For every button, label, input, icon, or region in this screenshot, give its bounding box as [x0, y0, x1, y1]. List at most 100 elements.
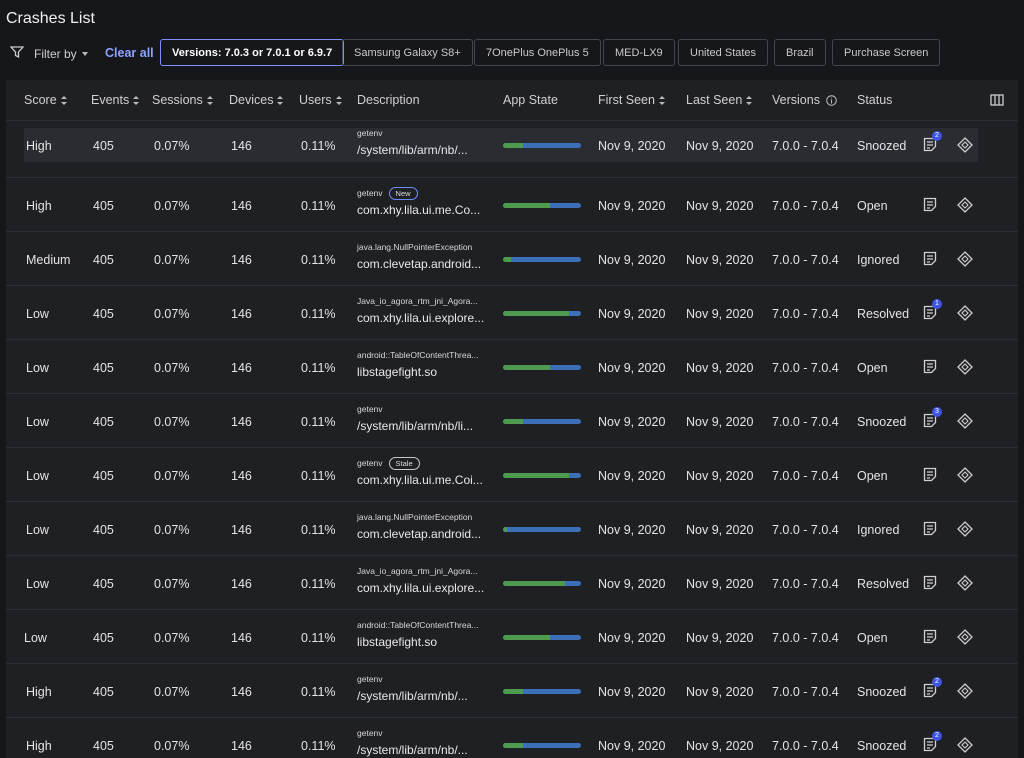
- cell-first-seen: Nov 9, 2020: [598, 631, 666, 645]
- cell-score: High: [26, 685, 52, 699]
- sort-icon[interactable]: [335, 96, 342, 106]
- cell-devices: 146: [231, 739, 252, 753]
- cell-devices: 146: [231, 577, 252, 591]
- notes-icon[interactable]: [923, 359, 939, 375]
- description-path: libstagefight.so: [357, 635, 438, 649]
- jira-icon[interactable]: [957, 413, 973, 429]
- column-label: Status: [857, 93, 893, 107]
- filter-chip[interactable]: MED-LX9: [603, 39, 675, 66]
- cell-first-seen: Nov 9, 2020: [598, 739, 666, 753]
- cell-sessions: 0.07%: [154, 739, 190, 753]
- sort-icon[interactable]: [277, 96, 284, 106]
- jira-icon[interactable]: [957, 197, 973, 213]
- notes-icon[interactable]: [923, 629, 939, 645]
- column-header[interactable]: First Seen: [598, 93, 665, 107]
- cell-sessions: 0.07%: [154, 415, 190, 429]
- description-function: Java_io_agora_rtm_jni_Agora...: [357, 566, 478, 576]
- column-header[interactable]: Score: [24, 93, 67, 107]
- app-state-track: [503, 257, 581, 262]
- column-label: Devices: [229, 93, 274, 107]
- filter-icon[interactable]: [10, 45, 24, 59]
- row-separator: [6, 285, 1018, 286]
- clear-all[interactable]: Clear all: [105, 46, 154, 60]
- jira-icon[interactable]: [957, 737, 973, 753]
- description-function: getenv: [357, 404, 383, 414]
- cell-last-seen: Nov 9, 2020: [686, 307, 754, 321]
- filter-chip[interactable]: Versions: 7.0.3 or 7.0.1 or 6.9.7: [160, 39, 345, 66]
- description-top: android::TableOfContentThrea...: [357, 350, 478, 360]
- sort-icon[interactable]: [133, 96, 140, 106]
- notes-icon[interactable]: [923, 575, 939, 591]
- jira-icon[interactable]: [957, 359, 973, 375]
- column-header[interactable]: Last Seen: [686, 93, 753, 107]
- column-picker[interactable]: [990, 94, 1004, 106]
- column-header[interactable]: Sessions: [152, 93, 213, 107]
- row-separator: [6, 339, 1018, 340]
- cell-devices: 146: [231, 139, 252, 153]
- cell-versions: 7.0.0 - 7.0.4: [772, 631, 839, 645]
- sort-icon[interactable]: [746, 96, 753, 106]
- cell-first-seen: Nov 9, 2020: [598, 685, 666, 699]
- app-state-green: [503, 143, 523, 148]
- filter-chip[interactable]: Brazil: [774, 39, 826, 66]
- column-header[interactable]: Events: [91, 93, 140, 107]
- cell-last-seen: Nov 9, 2020: [686, 685, 754, 699]
- cell-users: 0.11%: [301, 739, 336, 753]
- cell-versions: 7.0.0 - 7.0.4: [772, 415, 839, 429]
- notes-badge: 1: [932, 299, 942, 309]
- filter-chip[interactable]: 7OnePlus OnePlus 5: [474, 39, 601, 66]
- cell-first-seen: Nov 9, 2020: [598, 415, 666, 429]
- cell-users: 0.11%: [301, 199, 336, 213]
- column-header: Description: [357, 93, 420, 107]
- cell-events: 405: [93, 199, 114, 213]
- filter-caret[interactable]: [82, 52, 88, 56]
- jira-icon[interactable]: [957, 467, 973, 483]
- jira-icon[interactable]: [957, 575, 973, 591]
- cell-first-seen: Nov 9, 2020: [598, 577, 666, 591]
- jira-icon[interactable]: [957, 251, 973, 267]
- cell-users: 0.11%: [301, 253, 336, 267]
- cell-devices: 146: [231, 253, 252, 267]
- notes-icon[interactable]: [923, 197, 939, 213]
- cell-status: Ignored: [857, 253, 900, 267]
- cell-versions: 7.0.0 - 7.0.4: [772, 577, 839, 591]
- cell-score: High: [26, 139, 52, 153]
- sort-icon[interactable]: [658, 96, 665, 106]
- filter-chip[interactable]: Purchase Screen: [832, 39, 941, 66]
- jira-icon[interactable]: [957, 521, 973, 537]
- notes-icon[interactable]: [923, 521, 939, 537]
- cell-sessions: 0.07%: [154, 253, 190, 267]
- row-separator: [6, 393, 1018, 394]
- description-function: getenv: [357, 674, 383, 684]
- jira-icon[interactable]: [957, 305, 973, 321]
- filter-label[interactable]: Filter by: [34, 47, 77, 61]
- cell-score: Low: [26, 307, 49, 321]
- sort-icon[interactable]: [60, 96, 67, 106]
- cell-events: 405: [93, 523, 114, 537]
- filter-chip[interactable]: United States: [678, 39, 769, 66]
- description-function: java.lang.NullPointerException: [357, 242, 473, 252]
- jira-icon[interactable]: [957, 683, 973, 699]
- cell-versions: 7.0.0 - 7.0.4: [772, 523, 839, 537]
- info-icon[interactable]: [826, 95, 837, 107]
- row-separator: [6, 717, 1018, 718]
- jira-icon[interactable]: [957, 629, 973, 645]
- sort-icon[interactable]: [206, 96, 213, 106]
- cell-versions: 7.0.0 - 7.0.4: [772, 469, 839, 483]
- description-path: com.xhy.lila.ui.explore...: [357, 311, 485, 325]
- description-top: getenv Stale: [357, 457, 420, 470]
- notes-icon[interactable]: [923, 467, 939, 483]
- notes-badge: 2: [932, 731, 942, 741]
- app-state-track: [503, 419, 581, 424]
- cell-events: 405: [93, 469, 114, 483]
- app-state-track: [503, 743, 581, 748]
- column-header[interactable]: Devices: [229, 93, 284, 107]
- cell-status: Snoozed: [857, 685, 907, 699]
- column-header[interactable]: Users: [299, 93, 342, 107]
- description-top: getenv: [357, 728, 383, 738]
- notes-icon[interactable]: [923, 251, 939, 267]
- jira-icon[interactable]: [957, 137, 973, 153]
- cell-users: 0.11%: [301, 577, 336, 591]
- filter-chip[interactable]: Samsung Galaxy S8+: [342, 39, 473, 66]
- cell-users: 0.11%: [301, 307, 336, 321]
